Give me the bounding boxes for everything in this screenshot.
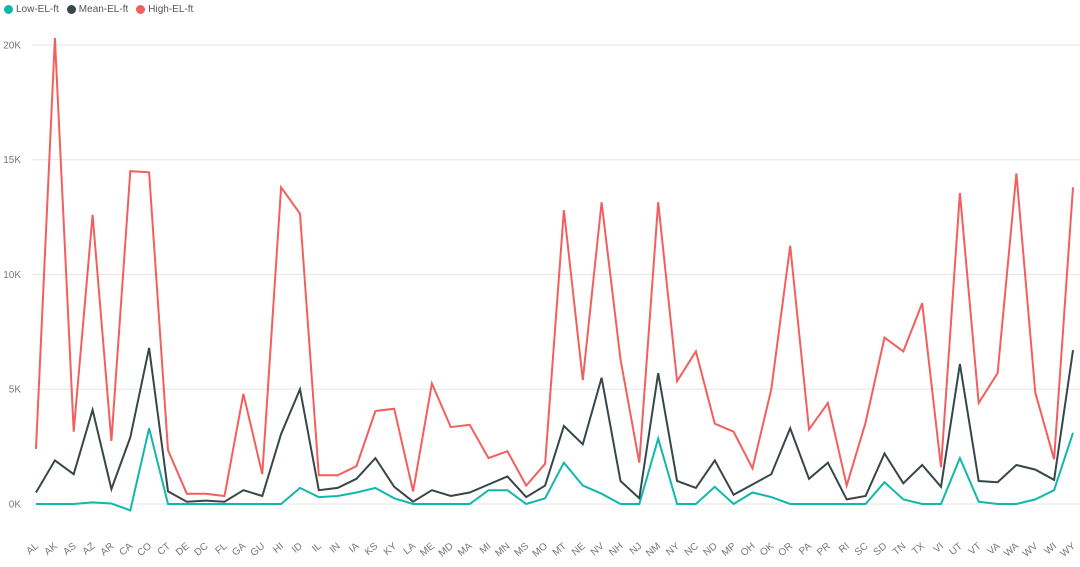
x-tick-label: MI bbox=[478, 541, 494, 557]
x-tick-label: RI bbox=[837, 541, 852, 556]
series-line-mean[interactable] bbox=[35, 347, 1074, 503]
legend-swatch-high bbox=[136, 5, 146, 14]
x-tick-label: SC bbox=[853, 541, 871, 558]
legend-item-low[interactable]: Low-EL-ft bbox=[4, 4, 59, 15]
x-tick-label: TX bbox=[910, 541, 927, 558]
y-tick-label: 15K bbox=[3, 155, 21, 166]
x-tick-label: CT bbox=[156, 541, 173, 558]
x-tick-label: NE bbox=[570, 541, 588, 559]
legend-item-mean[interactable]: Mean-EL-ft bbox=[66, 4, 129, 15]
x-tick-label: AZ bbox=[81, 541, 98, 558]
legend-label-mean: Mean-EL-ft bbox=[78, 4, 129, 15]
x-tick-label: OH bbox=[739, 541, 758, 559]
legend-swatch-low bbox=[4, 5, 13, 14]
x-tick-label: HI bbox=[271, 541, 286, 556]
x-tick-label: PA bbox=[797, 541, 814, 558]
x-tick-label: PR bbox=[815, 541, 833, 558]
x-tick-label: VT bbox=[967, 541, 984, 558]
x-tick-label: KS bbox=[363, 541, 381, 558]
x-tick-label: CA bbox=[117, 541, 135, 559]
x-tick-label: NY bbox=[664, 541, 682, 559]
x-tick-label: NM bbox=[644, 541, 663, 559]
x-tick-label: CO bbox=[135, 541, 154, 559]
x-tick-label: ID bbox=[290, 541, 305, 556]
x-tick-label: GU bbox=[249, 541, 268, 559]
x-tick-label: MP bbox=[720, 541, 739, 559]
y-tick-label: 0K bbox=[9, 500, 22, 511]
x-tick-label: MN bbox=[493, 541, 512, 559]
legend-label-low: Low-EL-ft bbox=[16, 4, 59, 15]
x-tick-label: MT bbox=[551, 541, 569, 559]
x-tick-label: NV bbox=[589, 541, 607, 559]
series-line-high[interactable] bbox=[35, 38, 1074, 498]
y-tick-label: 20K bbox=[3, 40, 21, 51]
x-tick-label: OR bbox=[777, 541, 796, 559]
x-tick-label: SD bbox=[872, 541, 890, 558]
x-tick-label: WY bbox=[1059, 541, 1079, 560]
y-tick-label: 5K bbox=[9, 385, 22, 396]
y-tick-label: 10K bbox=[3, 270, 21, 281]
x-tick-label: WA bbox=[1002, 541, 1021, 560]
x-tick-label: MO bbox=[531, 541, 551, 560]
x-tick-label: ND bbox=[702, 541, 720, 559]
x-tick-label: IL bbox=[310, 541, 324, 555]
x-tick-label: MD bbox=[437, 541, 456, 559]
x-tick-label: NJ bbox=[628, 541, 644, 557]
x-tick-label: IA bbox=[347, 541, 362, 556]
legend-label-high: High-EL-ft bbox=[148, 4, 194, 15]
x-tick-label: MA bbox=[456, 541, 475, 559]
x-tick-label: KY bbox=[382, 541, 400, 558]
legend-item-high[interactable]: High-EL-ft bbox=[136, 4, 193, 15]
x-tick-label: NH bbox=[607, 541, 625, 559]
x-tick-label: VI bbox=[932, 541, 946, 556]
x-tick-label: LA bbox=[402, 541, 419, 558]
x-tick-label: NC bbox=[683, 541, 701, 559]
x-tick-label: UT bbox=[948, 541, 965, 558]
chart-legend: Low-EL-ft Mean-EL-ft High-EL-ft bbox=[4, 4, 193, 15]
legend-swatch-mean bbox=[66, 5, 76, 14]
x-tick-label: FL bbox=[213, 541, 229, 557]
x-tick-label: AK bbox=[42, 541, 60, 558]
x-tick-label: OK bbox=[758, 541, 776, 559]
x-tick-label: ME bbox=[418, 541, 437, 559]
x-tick-label: MS bbox=[513, 541, 532, 559]
x-tick-label: AL bbox=[24, 541, 41, 558]
x-tick-label: TN bbox=[891, 541, 908, 558]
x-tick-label: AS bbox=[61, 541, 79, 558]
x-tick-label: DE bbox=[174, 541, 192, 559]
x-tick-label: DC bbox=[192, 541, 210, 559]
x-tick-label: IN bbox=[328, 541, 343, 556]
x-tick-label: AR bbox=[99, 541, 117, 558]
x-tick-label: VA bbox=[986, 541, 1003, 558]
x-tick-label: WI bbox=[1043, 541, 1059, 557]
series-line-low[interactable] bbox=[36, 428, 1074, 512]
x-tick-label: GA bbox=[230, 541, 248, 559]
x-tick-label: WV bbox=[1021, 541, 1041, 560]
